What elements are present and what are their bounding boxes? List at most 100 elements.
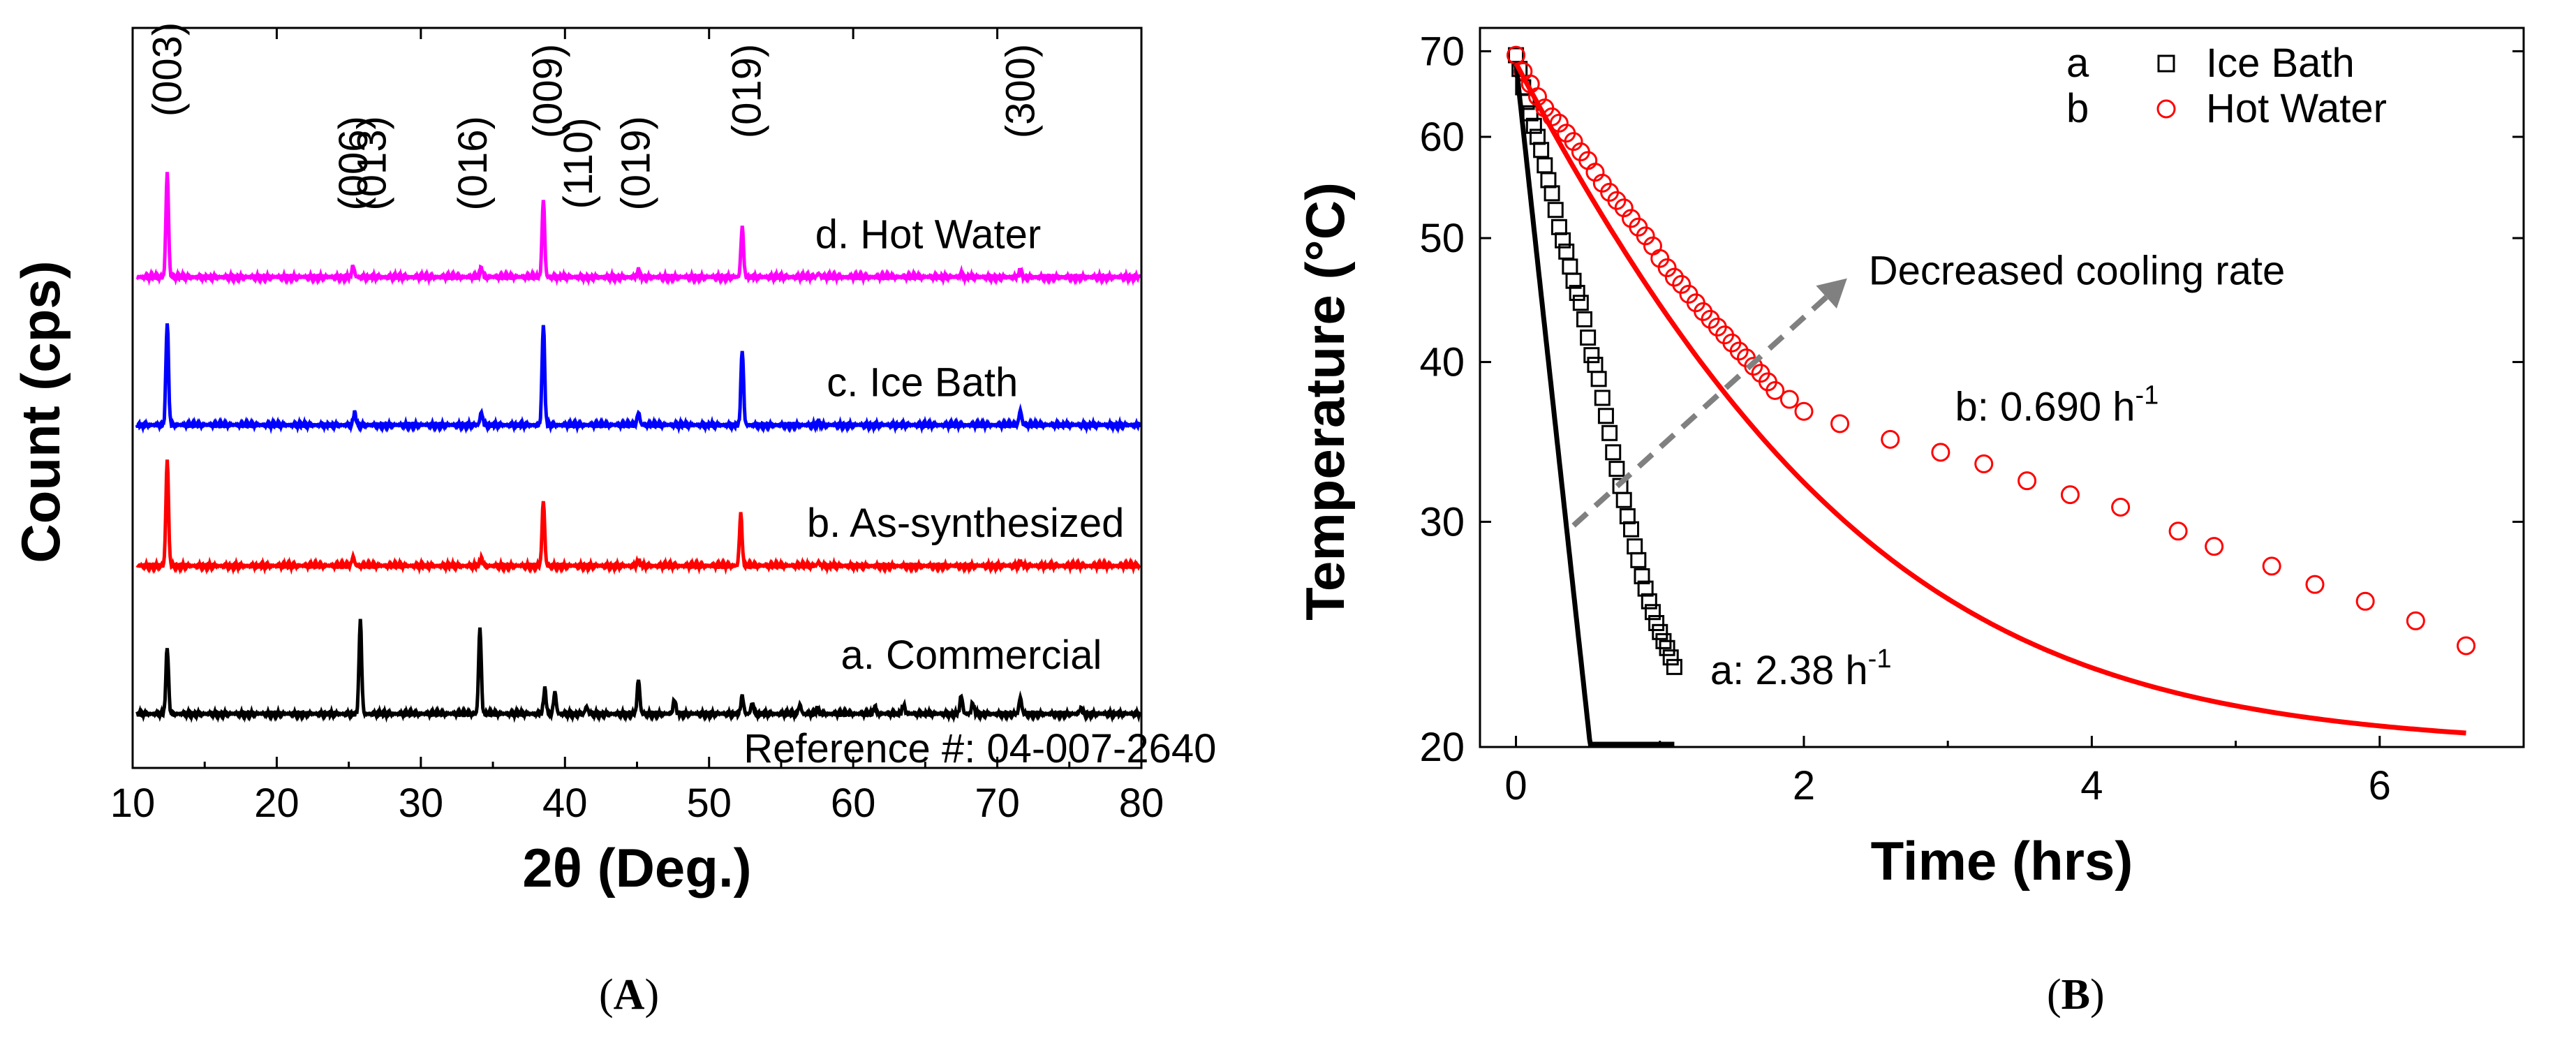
ice-bath-point xyxy=(1648,614,1665,631)
hot-water-point xyxy=(2168,522,2188,541)
ice-bath-point xyxy=(1587,357,1604,373)
y-tick-label: 60 xyxy=(1419,114,1465,160)
reflection-label: (009) xyxy=(526,44,571,138)
x-tick-label: 40 xyxy=(542,781,588,826)
annotation-2: a: 2.38 h-1 xyxy=(1710,644,1892,693)
x-axis-title: 2θ (Deg.) xyxy=(522,837,751,898)
hot-water-point xyxy=(2406,611,2425,630)
reflection-label: (003) xyxy=(145,22,191,117)
hot-water-point xyxy=(2205,537,2224,556)
y-axis-title: Temperature (°C) xyxy=(1294,182,1356,621)
annotation-1: b: 0.690 h-1 xyxy=(1955,380,2159,429)
ice-bath-point xyxy=(1641,593,1657,609)
reflection-label: (300) xyxy=(998,44,1044,138)
hot-water-point xyxy=(1794,401,1814,421)
x-tick-label: 10 xyxy=(110,781,156,826)
annotation-superscript: -1 xyxy=(1868,644,1892,674)
ice-bath-point xyxy=(1605,444,1622,461)
legend-label: Hot Water xyxy=(2206,86,2387,131)
fit-curve-1 xyxy=(1513,61,2466,736)
panel-label-a: (A) xyxy=(599,971,660,1019)
ice-bath-point xyxy=(1597,408,1614,424)
pattern-label: c. Ice Bath xyxy=(827,360,1018,405)
reflection-label: (110) xyxy=(556,117,601,209)
y-tick-label: 70 xyxy=(1419,29,1465,74)
pattern-label: b. As-synthesized xyxy=(807,501,1125,546)
ice-bath-point xyxy=(1627,538,1643,555)
hot-water-point xyxy=(1931,443,1950,462)
ice-bath-point xyxy=(1601,424,1618,441)
ice-bath-point xyxy=(1583,347,1600,364)
ice-bath-point xyxy=(1608,461,1625,478)
hot-water-point xyxy=(1830,414,1850,434)
ice-bath-point xyxy=(1537,157,1553,174)
reflection-label: (019) xyxy=(724,44,769,138)
y-tick-label: 30 xyxy=(1419,499,1465,545)
arrow-head xyxy=(1816,278,1847,309)
ice-bath-point xyxy=(1630,552,1647,568)
x-tick-label: 50 xyxy=(686,781,732,826)
legend-letter: a xyxy=(2066,40,2089,86)
ice-bath-point xyxy=(1666,658,1682,675)
xrd-pattern-2 xyxy=(135,323,1142,435)
panel-label-b: (B) xyxy=(2047,971,2105,1019)
hot-water-point xyxy=(1672,274,1692,294)
x-tick-label: 70 xyxy=(975,781,1020,826)
hot-water-point xyxy=(2018,471,2037,491)
ice-bath-point xyxy=(1580,330,1597,346)
hot-water-point xyxy=(2262,556,2281,576)
ice-bath-point xyxy=(1662,649,1679,666)
plot-frame xyxy=(1479,27,2525,748)
hot-water-point xyxy=(2060,485,2080,505)
ice-bath-point xyxy=(1637,580,1654,597)
ice-bath-point xyxy=(1623,521,1640,538)
x-tick-label: 80 xyxy=(1119,781,1164,826)
hot-water-point xyxy=(1664,267,1684,287)
xrd-chart: (003) (006)(013) (016) (009)(110) (019) (019)… xyxy=(10,22,1216,898)
ice-bath-point xyxy=(1544,185,1560,202)
y-tick-label: 50 xyxy=(1419,216,1465,261)
pattern-label: a. Commercial xyxy=(841,633,1102,678)
x-tick-label: 60 xyxy=(831,781,876,826)
ice-bath-point xyxy=(1652,623,1668,640)
ice-bath-point xyxy=(1644,604,1661,621)
ice-bath-point xyxy=(1659,639,1675,656)
ice-bath-point xyxy=(1615,491,1632,508)
hot-water-point xyxy=(2111,498,2131,517)
x-tick-label: 4 xyxy=(2080,763,2103,808)
annotation-text: Decreased cooling rate xyxy=(1869,248,2285,293)
ice-bath-point xyxy=(1533,142,1550,158)
ice-bath-point xyxy=(1547,202,1564,219)
y-tick-label: 20 xyxy=(1419,725,1465,770)
ice-bath-point xyxy=(1619,508,1636,525)
ice-bath-point xyxy=(1555,232,1571,249)
pattern-label: d. Hot Water xyxy=(815,212,1041,257)
hot-water-point xyxy=(1881,429,1900,449)
hot-water-point xyxy=(1744,357,1763,376)
legend-square-icon xyxy=(2157,54,2175,73)
ice-bath-point xyxy=(1634,568,1650,584)
annotation-text: a: 2.38 h xyxy=(1710,648,1868,693)
hot-water-point xyxy=(2457,636,2476,656)
hot-water-point xyxy=(2355,591,2375,611)
y-axis-title: Count (cps) xyxy=(10,260,71,563)
ice-bath-point xyxy=(1590,371,1607,387)
hot-water-point xyxy=(2305,575,2325,594)
annotation-superscript: -1 xyxy=(2135,380,2159,410)
x-tick-label: 2 xyxy=(1793,763,1815,808)
reflection-label: (016) xyxy=(450,116,496,210)
hot-water-point xyxy=(1779,390,1799,409)
ice-bath-point xyxy=(1594,390,1611,406)
ice-bath-point xyxy=(1569,285,1585,302)
ice-bath-point xyxy=(1572,295,1589,311)
xrd-pattern-0 xyxy=(135,619,1141,723)
reflection-label: (019) xyxy=(613,116,658,210)
x-tick-label: 0 xyxy=(1504,763,1527,808)
legend-label: Ice Bath xyxy=(2206,40,2355,86)
hot-water-point xyxy=(1766,380,1785,400)
ice-bath-point xyxy=(1540,172,1557,188)
x-tick-label: 6 xyxy=(2369,763,2391,808)
ice-bath-point xyxy=(1562,258,1578,275)
y-tick-label: 40 xyxy=(1419,340,1465,385)
